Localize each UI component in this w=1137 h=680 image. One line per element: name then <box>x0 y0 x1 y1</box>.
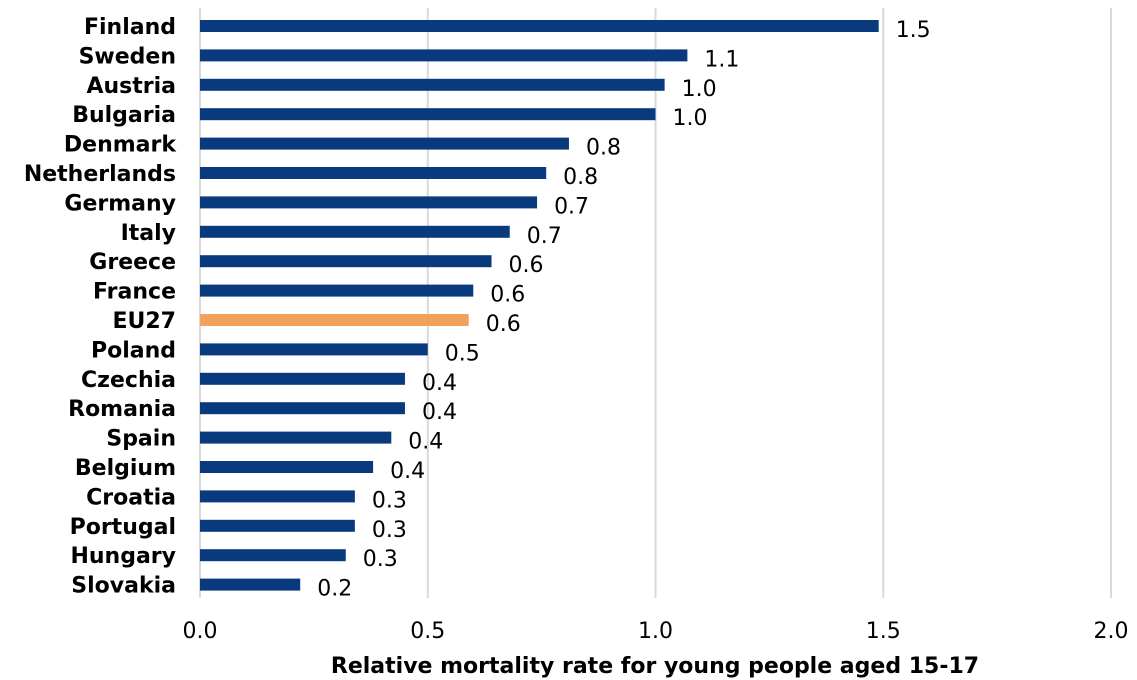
value-label: 0.6 <box>509 253 544 278</box>
category-label: Sweden <box>79 44 176 69</box>
bar-germany <box>200 196 538 209</box>
value-label: 1.1 <box>704 47 739 72</box>
value-label: 0.5 <box>445 341 480 366</box>
category-label: Portugal <box>70 515 176 540</box>
value-label: 0.2 <box>317 577 352 602</box>
category-label: Slovakia <box>71 574 176 599</box>
bar-netherlands <box>200 167 547 179</box>
bar-czechia <box>200 372 405 385</box>
x-tick-label: 1.5 <box>866 619 901 644</box>
bar-portugal <box>200 519 355 532</box>
bar-italy <box>200 225 510 238</box>
bar-romania <box>200 402 405 415</box>
category-label: Austria <box>86 74 176 99</box>
value-label: 0.3 <box>372 488 407 513</box>
category-label: EU27 <box>112 309 176 334</box>
bar-eu27 <box>200 314 469 326</box>
bar-bulgaria <box>200 108 656 121</box>
value-label: 0.4 <box>422 400 457 425</box>
category-label: Croatia <box>86 485 176 510</box>
category-label: Netherlands <box>24 162 176 187</box>
x-tick-label: 2.0 <box>1094 619 1129 644</box>
bar-austria <box>200 78 665 91</box>
bar-belgium <box>200 461 374 473</box>
bar-denmark <box>200 137 569 150</box>
bars <box>200 20 879 591</box>
value-label: 0.7 <box>554 194 589 219</box>
category-label: Romania <box>68 397 176 422</box>
x-tick-label: 1.0 <box>638 619 673 644</box>
value-label: 1.0 <box>673 106 708 131</box>
value-label: 0.4 <box>408 430 443 455</box>
category-label: France <box>93 280 176 305</box>
value-label: 1.5 <box>896 18 931 43</box>
value-label: 0.4 <box>422 371 457 396</box>
x-axis-title: Relative mortality rate for young people… <box>331 654 979 679</box>
category-label: Bulgaria <box>72 103 176 128</box>
x-tick-labels: 0.0 0.5 1.0 1.5 2.0 <box>183 619 1129 644</box>
value-label: 0.4 <box>390 459 425 484</box>
category-labels: Finland Sweden Austria Bulgaria Denmark Nethe… <box>24 15 178 599</box>
category-label: Spain <box>106 427 176 452</box>
x-tick-label: 0.0 <box>183 619 218 644</box>
category-label: Belgium <box>75 456 176 481</box>
bar-spain <box>200 431 392 444</box>
category-label: Czechia <box>81 368 176 393</box>
value-label: 0.6 <box>486 312 521 337</box>
value-label: 0.8 <box>563 165 598 190</box>
value-label: 0.6 <box>490 283 525 308</box>
value-label: 0.3 <box>372 518 407 543</box>
bar-croatia <box>200 490 355 503</box>
value-label: 0.3 <box>363 547 398 572</box>
category-label: Finland <box>84 15 176 40</box>
bar-greece <box>200 255 492 268</box>
gridlines <box>199 8 1112 598</box>
bar-hungary <box>200 549 346 562</box>
value-label: 1.0 <box>682 77 717 102</box>
value-label: 0.8 <box>586 136 621 161</box>
category-label: Italy <box>121 221 176 246</box>
value-labels: 1.51.11.01.00.80.80.70.70.60.60.60.50.40… <box>317 18 930 602</box>
category-label: Denmark <box>64 133 177 158</box>
category-label: Greece <box>89 250 176 275</box>
x-tick-label: 0.5 <box>410 619 445 644</box>
bar-poland <box>200 343 428 356</box>
bar-france <box>200 284 474 297</box>
value-label: 0.7 <box>527 224 562 249</box>
bar-slovakia <box>200 578 301 591</box>
category-label: Hungary <box>70 544 176 569</box>
category-label: Poland <box>91 338 176 363</box>
bar-finland <box>200 20 879 32</box>
bar-sweden <box>200 49 688 62</box>
category-label: Germany <box>64 191 176 216</box>
